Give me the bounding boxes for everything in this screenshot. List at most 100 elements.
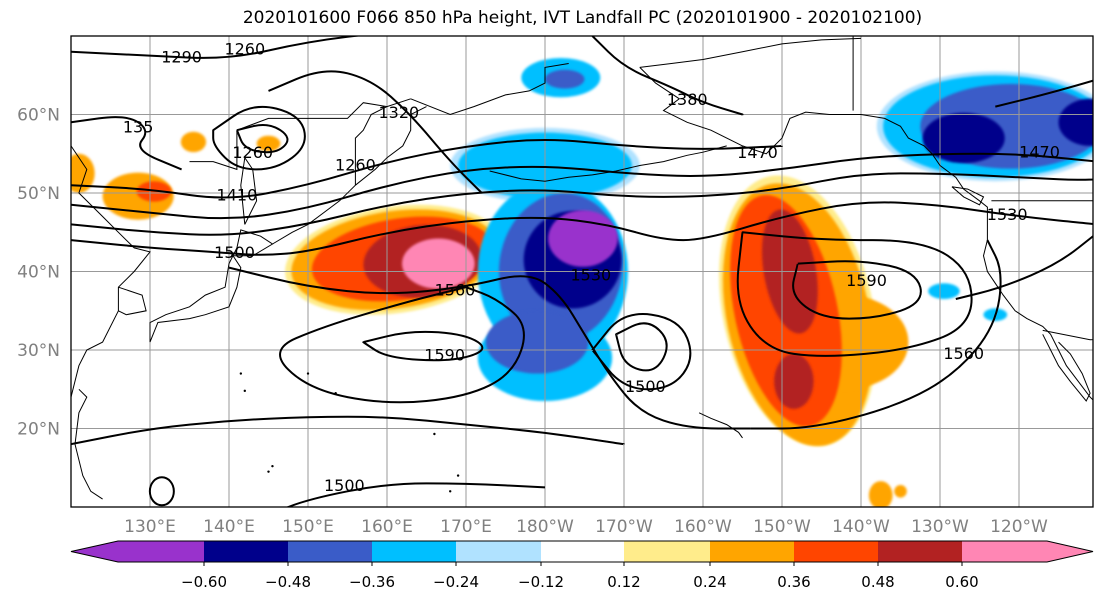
contour-label: 1260 <box>335 156 376 175</box>
contour-label: 1590 <box>846 271 887 290</box>
island-7 <box>456 474 460 477</box>
coast-east-asia <box>71 145 151 398</box>
ivt-region-gulf-of-alaska-negative-l5 <box>1058 98 1093 146</box>
coast-baja <box>1042 334 1091 402</box>
contour-label: 1530 <box>987 205 1028 224</box>
lat-label: 20°N <box>17 420 60 440</box>
lon-label: 130°W <box>911 517 969 537</box>
map-frame <box>70 35 1094 508</box>
ivt-patch-e-cyan <box>928 283 960 299</box>
coast-aleutians <box>489 145 727 182</box>
contour-1500-bottom <box>285 482 546 507</box>
colorbar-segment <box>878 541 962 562</box>
ivt-region-east-asia-positive-c <box>71 153 95 193</box>
contour-label: 1500 <box>324 476 365 495</box>
lat-lon-gridlines <box>71 36 1093 507</box>
colorbar-segment <box>541 541 624 562</box>
contour-1260-low <box>235 123 289 154</box>
contour-1350-west <box>71 116 182 171</box>
coast-japan <box>149 229 274 343</box>
contour-1410 <box>71 139 783 199</box>
contour-label: 1410 <box>217 186 258 205</box>
contour-1500-ring <box>591 313 692 391</box>
coastlines <box>71 36 1093 500</box>
contour-1440-east <box>995 79 1093 108</box>
lon-label: 160°W <box>674 517 732 537</box>
colorbar-segment <box>118 541 204 562</box>
contour-1320-arc <box>268 70 483 194</box>
colorbar-tick-label: −0.48 <box>265 573 311 591</box>
lat-label: 60°N <box>17 106 60 126</box>
lon-label: 170°W <box>595 517 653 537</box>
colorbar-tick-label: −0.24 <box>433 573 479 591</box>
coast-korea <box>118 286 147 316</box>
lon-label: 150°E <box>282 517 334 537</box>
lat-label: 30°N <box>17 341 60 361</box>
lon-label: 150°W <box>753 517 811 537</box>
contour-1290-low <box>212 105 306 171</box>
island-3 <box>243 389 246 393</box>
ivt-region-gulf-of-alaska-negative-l4 <box>922 112 1005 164</box>
contour-1500-e-upper <box>955 234 1093 300</box>
contour-label: 135 <box>123 117 154 136</box>
coast-sakhalin <box>240 156 258 225</box>
contour-1530-ring <box>615 322 668 372</box>
island-2 <box>239 372 243 375</box>
lon-label: 180°W <box>516 517 574 537</box>
ivt-region-aleutian-negative-l5 <box>485 310 589 374</box>
coast-hawaii <box>698 412 743 439</box>
colorbar-tick-label: −0.60 <box>181 573 227 591</box>
island-4 <box>267 470 270 473</box>
contour-label: 1560 <box>943 344 984 363</box>
contour-small-ring <box>148 476 175 507</box>
figure-title: 2020101600 F066 850 hPa height, IVT Land… <box>242 8 923 28</box>
ivt-patch-s-orange <box>868 481 893 507</box>
ivt-patch-bering-blue <box>545 69 585 89</box>
contour-label: 1260 <box>224 40 265 59</box>
contour-1560-high-e <box>736 231 973 357</box>
coast-alaska-n <box>639 37 862 68</box>
coast-okhotsk <box>189 98 411 171</box>
contour-1470 <box>71 172 1093 236</box>
ivt-region-east-asia-positive-d <box>180 131 207 153</box>
colorbar-segment <box>288 541 372 562</box>
island-5 <box>271 464 274 468</box>
contour-label: 1380 <box>667 90 708 109</box>
contour-1530-a <box>228 266 751 430</box>
contour-1530-b <box>750 239 1002 430</box>
contour-label: 1470 <box>1019 142 1060 161</box>
contour-label: 1500 <box>625 377 666 396</box>
ivt-region-nw-pacific-positive-l5 <box>402 238 475 289</box>
colorbar-segment <box>456 541 541 562</box>
contour-1590-high-w <box>362 330 484 362</box>
contour-label: 1590 <box>424 346 465 365</box>
coast-bc <box>939 165 1093 401</box>
ivt-region-east-asia-positive-e <box>256 135 281 152</box>
contour-label: 1290 <box>161 47 202 66</box>
lon-label: 160°E <box>361 517 413 537</box>
colorbar-tick-label: 0.36 <box>777 573 810 591</box>
colorbar-segment <box>204 541 288 562</box>
colorbar-outline <box>70 540 1094 563</box>
colorbar-segment <box>710 541 794 562</box>
island-8 <box>449 490 452 493</box>
colorbar-tick-label: 0.12 <box>607 573 640 591</box>
ivt-region-ne-pacific-positive-l4b <box>774 353 814 409</box>
lon-label: 140°W <box>832 517 890 537</box>
colorbar-segment <box>962 541 1047 562</box>
colorbar-segment <box>372 541 456 562</box>
lon-label: 120°W <box>990 517 1048 537</box>
contour-1500-south <box>71 415 625 446</box>
ivt-patch-s2-orange <box>894 485 907 498</box>
colorbar-tick-label: −0.36 <box>349 573 395 591</box>
contour-label: 1260 <box>232 143 273 162</box>
contour-1500 <box>71 201 1093 256</box>
lon-label: 170°E <box>440 517 492 537</box>
colorbar-tick-label: 0.60 <box>945 573 978 591</box>
colorbar-tick-label: 0.24 <box>693 573 726 591</box>
contour-label: 1560 <box>435 281 476 300</box>
contour-label: 1530 <box>570 266 611 285</box>
coast-alaska-w <box>639 67 941 166</box>
